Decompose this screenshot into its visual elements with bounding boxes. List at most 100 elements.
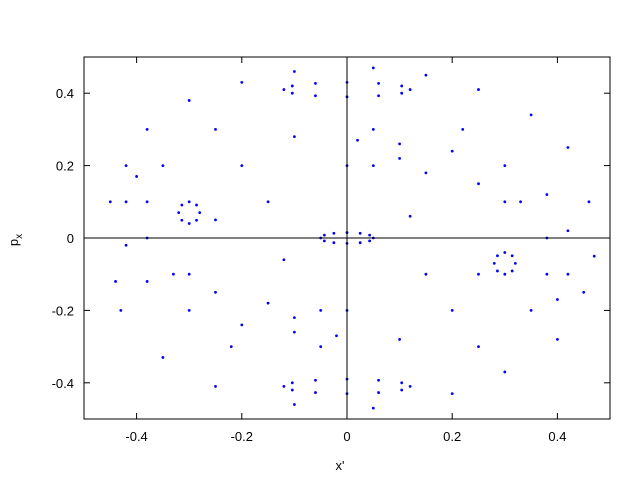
point [266,200,270,204]
point [282,258,286,262]
point [424,171,428,175]
point [198,211,202,215]
point [240,164,244,168]
point [290,84,294,88]
point [408,88,412,91]
point [400,388,404,392]
point [503,251,507,254]
point [266,301,270,305]
point [135,175,139,178]
point [450,392,454,396]
point [214,290,217,294]
y-axis-label-main: p [6,239,21,246]
point [314,378,317,382]
point [172,272,175,276]
point [400,91,404,95]
y-tick-label: 0 [67,231,74,246]
point [214,218,217,222]
point [195,203,198,207]
point [529,309,533,312]
point [358,241,362,245]
point [496,254,499,258]
point [424,73,428,77]
point [503,164,507,168]
point [187,222,191,225]
point [187,272,191,276]
point [282,385,286,388]
point [180,218,184,222]
point [545,272,549,276]
point [187,309,191,312]
x-axis-label: x' [336,458,345,473]
point [322,233,326,237]
point [229,345,233,348]
point [519,200,522,204]
plot-frame [83,56,611,420]
y-tick-label: -0.4 [52,376,74,391]
point [408,214,412,218]
point [293,316,296,320]
point [240,323,244,327]
y-tick-label: 0.4 [56,86,74,101]
x-tick-label: -0.2 [231,429,253,444]
point [108,200,112,204]
point [492,261,496,265]
point [566,272,570,276]
point [477,272,480,276]
point [322,239,326,243]
point [145,280,149,283]
point [214,127,217,131]
point [187,99,191,102]
point [503,272,507,276]
point [377,94,380,98]
point [332,241,336,245]
point [368,239,372,243]
point [377,378,380,382]
point [161,356,165,359]
point [114,280,117,283]
point [566,229,570,233]
point [556,298,559,301]
point [450,149,454,153]
point [293,135,296,139]
point [545,193,549,196]
point [124,164,128,168]
point [400,84,404,88]
point [587,200,591,204]
point [513,261,517,265]
point [398,156,401,160]
point [214,385,217,388]
point [477,182,480,186]
point [187,200,191,204]
point [335,334,338,338]
point [556,337,559,341]
point [477,345,480,348]
point [582,290,586,294]
point [290,91,294,95]
point [293,330,296,334]
point [145,200,149,204]
point [461,127,465,131]
y-tick-label: 0.2 [56,159,74,174]
point [319,345,323,348]
point [314,94,317,98]
point [195,218,198,222]
point [371,127,375,131]
point [496,269,499,273]
x-tick-label: 0.4 [548,429,566,444]
point [510,254,514,258]
point [293,70,296,73]
y-axis-label: px [6,234,25,246]
x-tick-label: 0.2 [443,429,461,444]
point [371,66,375,70]
point [332,231,336,235]
point [510,269,514,273]
x-tick-label: -0.4 [125,429,147,444]
point [592,254,596,258]
point [529,113,533,117]
point [368,233,372,237]
point [371,406,375,410]
point [358,231,362,235]
point [145,127,149,131]
